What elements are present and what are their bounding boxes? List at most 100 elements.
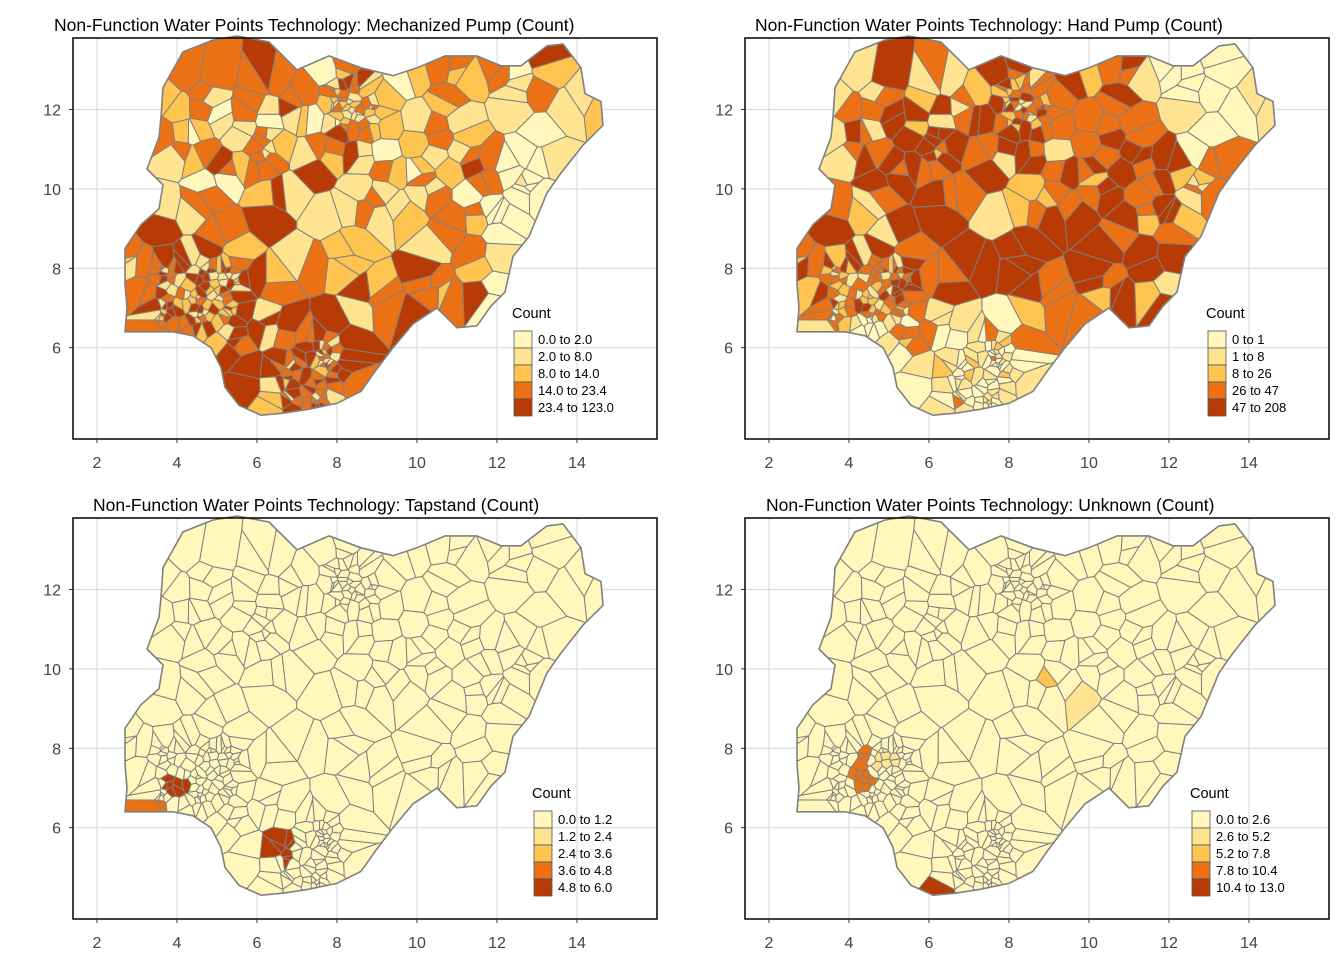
lga-region	[293, 820, 315, 834]
lga-region	[807, 722, 826, 758]
lga-region	[223, 265, 232, 274]
lga-region	[222, 772, 234, 787]
lga-region	[371, 617, 403, 643]
lga-region	[965, 820, 987, 834]
legend-swatch	[1191, 878, 1211, 897]
lga-region	[976, 611, 999, 641]
lga-region	[397, 609, 430, 639]
lga-region	[171, 303, 186, 318]
lga-region	[508, 36, 533, 81]
lga-polygons	[125, 36, 603, 416]
legend-swatch	[1207, 398, 1227, 417]
lga-region	[255, 639, 282, 662]
x-tick-label: 4	[845, 935, 854, 952]
legend-label: 10.4 to 13.0	[1216, 880, 1285, 895]
x-tick-label: 10	[408, 455, 426, 472]
lga-region	[888, 752, 902, 761]
lga-region	[976, 131, 999, 161]
lga-region	[195, 784, 205, 794]
lga-region	[347, 106, 356, 115]
lga-region	[347, 586, 356, 595]
lga-region	[223, 745, 232, 754]
lga-region	[312, 858, 326, 866]
lga-region	[179, 184, 216, 221]
lga-region	[228, 255, 255, 272]
lga-region	[157, 793, 165, 802]
lga-region	[424, 176, 448, 196]
legend-swatch	[513, 398, 533, 417]
legend: Count 0.0 to 1.2 1.2 to 2.4 2.4 to 3.6 3.6 t…	[532, 786, 612, 897]
lga-region	[277, 563, 304, 588]
x-tick-label: 8	[333, 455, 342, 472]
legend: Count 0.0 to 2.6 2.6 to 5.2 5.2 to 7.8 7.8 t…	[1190, 786, 1285, 897]
lga-region	[968, 238, 1001, 299]
x-tick-label: 4	[845, 455, 854, 472]
lga-region	[345, 634, 376, 655]
lga-region	[843, 598, 862, 624]
lga-region	[322, 837, 332, 844]
legend-label: 14.0 to 23.4	[538, 383, 607, 398]
lga-region	[984, 858, 998, 866]
lga-region	[826, 765, 841, 780]
lga-region	[396, 704, 453, 745]
country-outline	[124, 515, 604, 897]
lga-region	[194, 273, 205, 287]
x-tick-label: 12	[1160, 455, 1178, 472]
legend-swatch	[513, 381, 533, 400]
lga-region	[1151, 648, 1177, 676]
lga-region	[845, 258, 858, 275]
lga-region	[304, 829, 317, 849]
lga-region	[1008, 576, 1021, 582]
x-tick-label: 6	[925, 935, 934, 952]
legend-title: Count	[512, 306, 551, 322]
lga-region	[987, 93, 1005, 115]
y-tick-label: 10	[715, 182, 733, 199]
x-tick-label: 6	[253, 455, 262, 472]
lga-region	[272, 808, 297, 831]
legend-swatch	[533, 827, 553, 846]
y-tick-label: 12	[43, 102, 61, 119]
lga-region	[894, 292, 906, 307]
lga-region	[1069, 609, 1102, 639]
lga-region	[160, 804, 197, 894]
lga-region	[954, 389, 967, 403]
lga-region	[944, 328, 969, 351]
legend: Count 0.0 to 2.0 2.0 to 8.0 8.0 to 14.0 14.0…	[512, 306, 614, 417]
y-tick-label: 8	[724, 261, 733, 278]
lga-region	[216, 272, 230, 281]
lga-region	[895, 745, 904, 754]
lga-region	[207, 781, 220, 796]
lga-region	[255, 159, 282, 182]
lga-region	[797, 799, 843, 896]
legend-label: 47 to 208	[1232, 400, 1286, 415]
lga-region	[125, 799, 171, 896]
lga-region	[843, 783, 858, 798]
lga-region	[1017, 634, 1048, 655]
lga-region	[1025, 114, 1038, 124]
lga-region	[994, 837, 1004, 844]
legend-label: 1 to 8	[1232, 349, 1265, 364]
lga-region	[807, 242, 826, 278]
lga-region	[1068, 224, 1125, 265]
lga-region	[272, 328, 297, 351]
lga-region	[1159, 564, 1201, 584]
legend-label: 23.4 to 123.0	[538, 400, 614, 415]
lga-region	[446, 618, 472, 645]
lga-region	[199, 260, 210, 273]
lga-region	[338, 803, 393, 837]
lga-region	[871, 793, 880, 804]
lga-region	[1255, 538, 1275, 648]
panel-title: Non-Function Water Points Technology: Me…	[54, 15, 574, 35]
lga-region	[316, 348, 325, 356]
lga-region	[984, 378, 998, 386]
y-tick-label: 10	[43, 182, 61, 199]
lga-region	[368, 583, 373, 590]
legend-swatch	[1191, 844, 1211, 863]
map-panel-1: Non-Function Water Points Technology: Me…	[43, 15, 658, 472]
lga-region	[357, 605, 375, 625]
lga-region	[1019, 106, 1028, 115]
panel-frame	[744, 37, 1330, 440]
legend: Count 0 to 1 1 to 8 8 to 26 26 to 47 47 to 20…	[1206, 306, 1286, 417]
lga-region	[296, 238, 329, 299]
lga-region	[892, 255, 898, 273]
